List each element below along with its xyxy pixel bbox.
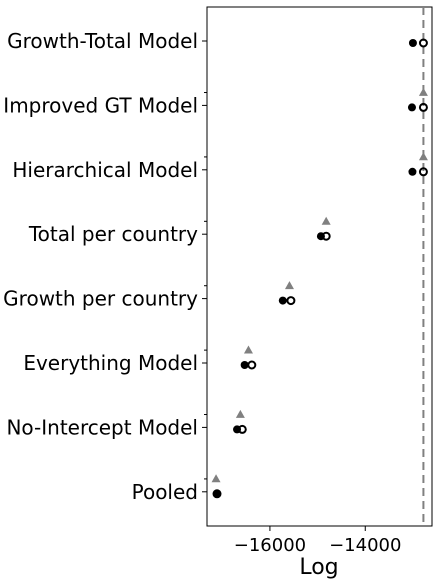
triangle-point — [284, 281, 294, 290]
open-circle-point — [321, 231, 331, 241]
y-tick-label: Improved GT Model — [3, 93, 198, 117]
plot-area — [206, 6, 433, 527]
triangle-point — [321, 216, 331, 225]
filled-circle-point — [240, 361, 249, 369]
open-circle-point — [418, 38, 428, 48]
x-tick-label: −16000 — [234, 535, 306, 556]
open-circle-point — [418, 102, 428, 112]
y-tick-label: Total per country — [28, 222, 198, 246]
open-circle-point — [212, 489, 222, 499]
open-circle-point — [247, 360, 257, 370]
y-tick-label: No-Intercept Model — [6, 415, 198, 439]
open-circle-point — [237, 424, 247, 434]
triangle-point — [211, 474, 221, 483]
filled-circle-point — [407, 103, 416, 112]
marker-layer — [211, 38, 428, 499]
triangle-point — [418, 87, 428, 96]
filled-circle-point — [408, 167, 417, 176]
triangle-point — [243, 345, 253, 354]
y-tick-label: Pooled — [132, 480, 198, 504]
y-tick-label: Growth per country — [3, 287, 198, 311]
triangle-point — [235, 409, 245, 418]
open-circle-point — [286, 296, 296, 306]
y-tick-label: Growth-Total Model — [7, 29, 198, 53]
x-axis: −16000 −14000 — [234, 526, 401, 556]
x-axis-label: Log — [299, 555, 338, 580]
y-tick-label: Hierarchical Model — [12, 158, 198, 182]
x-tick-label: −14000 — [329, 535, 401, 556]
triangle-point — [418, 152, 428, 161]
y-tick-label: Everything Model — [23, 351, 198, 375]
y-axis: Growth-Total Model Improved GT Model Hiera… — [3, 29, 207, 504]
filled-circle-point — [408, 39, 417, 47]
filled-circle-point — [278, 296, 287, 305]
plot-frame — [206, 6, 433, 527]
open-circle-point — [418, 167, 428, 177]
